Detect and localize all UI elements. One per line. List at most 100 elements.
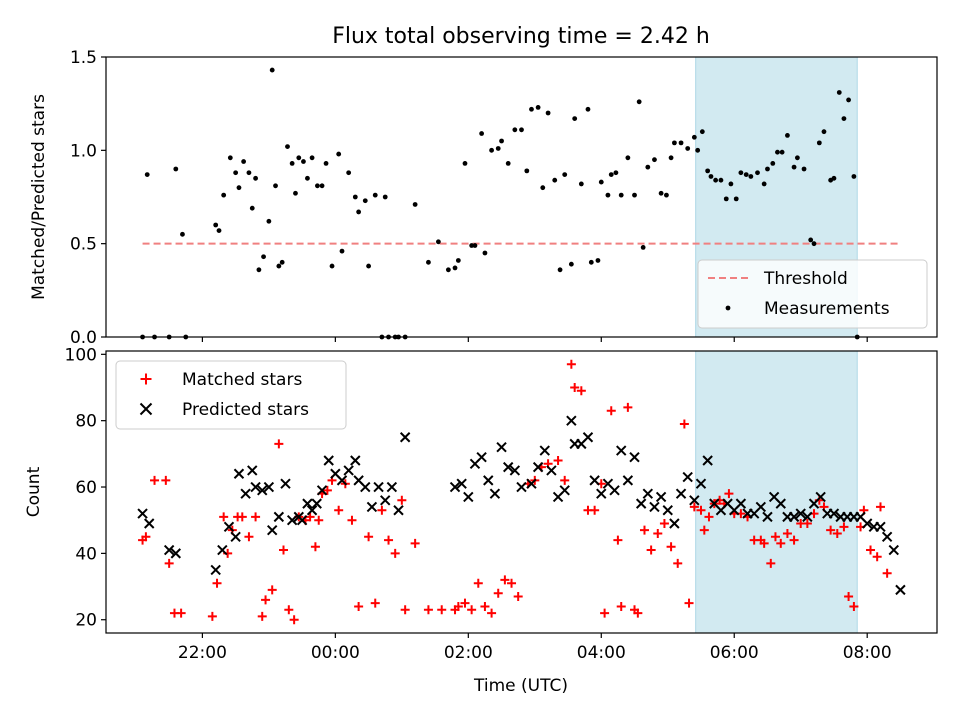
count-plus-point (613, 535, 623, 545)
count-x-point (649, 501, 660, 513)
count-plus-point (696, 505, 706, 515)
count-plus-point (467, 605, 477, 615)
ratio-dot-point (256, 267, 262, 273)
count-plus-point (513, 592, 523, 602)
count-x-point (210, 564, 221, 576)
count-x-point (655, 491, 667, 503)
legend-label: Predicted stars (182, 400, 309, 420)
ratio-dot-point (436, 239, 441, 245)
count-plus-point (844, 592, 854, 602)
ratio-dot-point (495, 146, 501, 151)
ratio-dot-point (678, 140, 684, 146)
count-x-point (629, 451, 640, 463)
ratio-dot-point (213, 222, 219, 228)
ratio-dot-point (469, 243, 475, 248)
count-x-point (526, 478, 537, 489)
count-plus-point (141, 532, 151, 542)
count-plus-point (334, 505, 344, 515)
ratio-dot-point (301, 159, 306, 164)
x-axis-label: Time (UTC) (473, 676, 568, 696)
ratio-dot-point (755, 170, 760, 176)
count-plus-point (600, 608, 610, 618)
y-tick-label: 80 (75, 412, 97, 432)
count-x-point (233, 468, 245, 479)
ratio-dot-point (625, 155, 631, 161)
count-plus-point (480, 601, 490, 611)
count-plus-point (866, 545, 876, 555)
y-tick-label: 40 (75, 544, 97, 564)
ratio-dot-point (748, 174, 754, 179)
ratio-dot-point (489, 147, 494, 153)
ratio-dot-point (598, 179, 604, 185)
count-plus-point (473, 578, 483, 588)
count-plus-point (377, 505, 387, 515)
y-tick-label: 0.5 (70, 235, 97, 255)
count-plus-point (832, 528, 842, 538)
count-plus-point (553, 455, 563, 465)
ratio-dot-point (253, 175, 258, 181)
count-plus-point (267, 585, 277, 595)
count-x-point (895, 584, 906, 596)
x-tick-label: 04:00 (577, 643, 626, 663)
count-plus-point (646, 545, 656, 555)
ratio-dot-point (173, 166, 179, 172)
ratio-dot-point (266, 218, 272, 224)
ratio-dot-point (535, 105, 541, 110)
x-tick-label: 00:00 (311, 643, 360, 663)
ratio-dot-point (412, 202, 418, 207)
ratio-dot-point (588, 259, 594, 265)
x-tick-label: 08:00 (843, 643, 892, 663)
count-x-point (861, 518, 873, 529)
ratio-dot-point (309, 155, 315, 161)
count-plus-point (576, 386, 586, 396)
ratio-dot-point (578, 181, 584, 187)
count-x-point (496, 442, 507, 453)
count-plus-point (566, 359, 576, 369)
ratio-dot-point (791, 164, 797, 170)
count-x-point (881, 531, 893, 542)
ratio-dot-point (761, 181, 767, 187)
count-x-point (702, 455, 713, 466)
ratio-dot-point (241, 159, 247, 164)
ratio-dot-point (718, 177, 724, 183)
count-x-point (559, 485, 570, 496)
count-x-point (622, 475, 634, 486)
ratio-dot-point (816, 140, 822, 146)
count-plus-point (704, 512, 714, 522)
ratio-dot-point (315, 183, 320, 189)
count-plus-point (370, 598, 380, 608)
ratio-dot-point (336, 151, 342, 157)
count-plus-point (590, 505, 600, 515)
ratio-dot-point (545, 110, 551, 116)
count-plus-point (251, 512, 261, 522)
count-plus-point (390, 548, 400, 558)
legend-box (115, 360, 347, 430)
count-plus-point (872, 552, 882, 562)
count-x-point (393, 505, 404, 516)
count-x-point (476, 451, 487, 463)
ratio-dot-point (699, 129, 705, 135)
count-plus-point (666, 542, 676, 552)
count-x-point (675, 488, 687, 499)
count-plus-point (176, 608, 186, 618)
ratio-dot-point (779, 149, 785, 155)
ratio-dot-point (841, 116, 847, 121)
ratio-dot-point (524, 168, 530, 174)
count-plus-point (639, 525, 649, 535)
count-x-point (795, 508, 806, 519)
count-plus-point (839, 522, 849, 532)
count-plus-point (616, 601, 626, 611)
count-x-point (263, 481, 275, 493)
count-x-point (875, 521, 886, 533)
count-x-point (247, 465, 258, 476)
count-plus-point (679, 419, 689, 429)
ratio-dot-point (552, 177, 558, 183)
count-plus-point (314, 515, 324, 525)
count-x-point (240, 488, 251, 499)
ratio-dot-point (482, 250, 488, 256)
ratio-dot-point (668, 155, 674, 161)
count-plus-point (560, 475, 570, 485)
count-x-point (775, 498, 786, 509)
count-x-point (163, 544, 175, 556)
